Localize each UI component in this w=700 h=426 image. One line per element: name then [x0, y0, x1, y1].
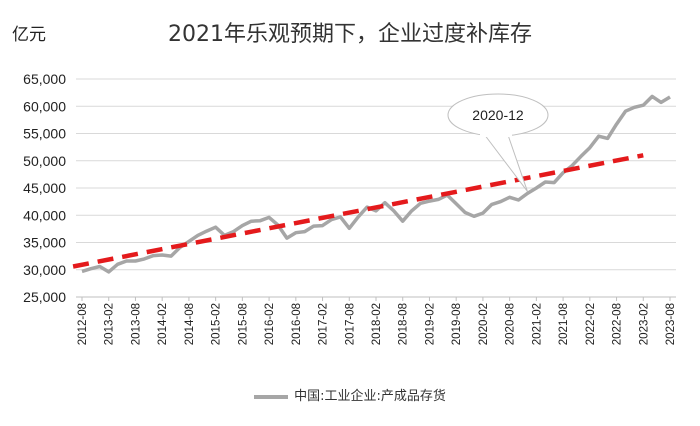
callout-mask	[480, 131, 512, 137]
x-tick-label: 2016-08	[291, 303, 303, 345]
x-tick-label: 2020-08	[505, 303, 517, 345]
legend: 中国:工业企业:产成品存货	[0, 385, 700, 404]
y-tick-label: 65,000	[23, 71, 66, 87]
x-tick-label: 2014-02	[157, 303, 169, 345]
y-tick-label: 55,000	[23, 126, 66, 142]
series-line-inventory	[81, 94, 671, 274]
x-tick-label: 2017-08	[344, 303, 356, 345]
x-tick-label: 2012-08	[77, 303, 89, 345]
x-tick-label: 2013-08	[130, 303, 142, 345]
x-tick-label: 2017-02	[318, 303, 330, 345]
x-tick-label: 2023-08	[665, 303, 677, 345]
y-tick-label: 50,000	[23, 153, 66, 169]
legend-label: 中国:工业企业:产成品存货	[294, 389, 446, 404]
y-tick-label: 60,000	[23, 98, 66, 114]
x-tick-label: 2018-08	[398, 303, 410, 345]
x-tick-label: 2018-02	[371, 303, 383, 345]
x-tick-label: 2022-08	[612, 303, 624, 345]
x-tick-label: 2014-08	[184, 303, 196, 345]
x-tick-label: 2015-02	[211, 303, 223, 345]
y-tick-label: 40,000	[23, 207, 66, 223]
legend-swatch	[254, 394, 289, 399]
trend-line	[72, 153, 644, 269]
x-tick-label: 2021-02	[531, 303, 543, 345]
x-tick-label: 2013-02	[104, 303, 116, 345]
x-tick-label: 2023-02	[638, 303, 650, 345]
callout-label: 2020-12	[472, 107, 524, 123]
y-tick-label: 30,000	[23, 262, 66, 278]
y-axis-unit: 亿元	[12, 25, 46, 45]
x-tick-label: 2016-02	[264, 303, 276, 345]
x-tick-label: 2015-08	[237, 303, 249, 345]
y-tick-label: 35,000	[23, 235, 66, 251]
x-tick-label: 2021-08	[558, 303, 570, 345]
y-tick-label: 45,000	[23, 180, 66, 196]
chart-title: 2021年乐观预期下，企业过度补库存	[168, 22, 532, 47]
x-tick-label: 2020-02	[478, 303, 490, 345]
callout-pointer	[483, 133, 528, 192]
y-tick-label: 25,000	[23, 289, 66, 305]
x-tick-label: 2022-02	[585, 303, 597, 345]
x-tick-label: 2019-02	[424, 303, 436, 345]
x-tick-label: 2019-08	[451, 303, 463, 345]
